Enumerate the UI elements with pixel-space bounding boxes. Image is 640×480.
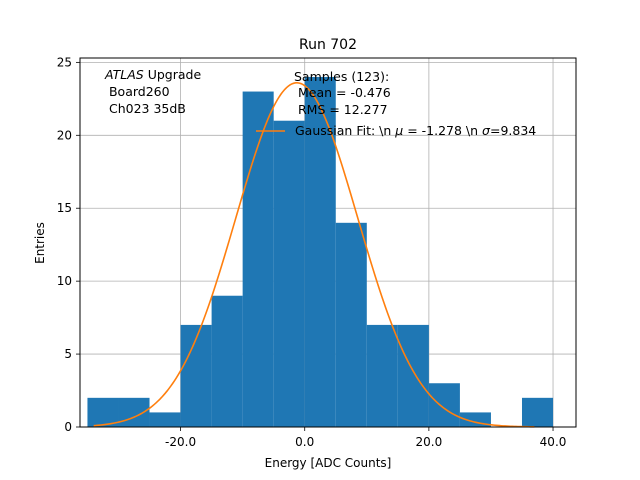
histogram-bar [521,397,554,427]
axis-ticks: -20.0 0.0 20.0 40.0 0 5 10 15 20 25 [57,55,567,449]
legend-fit-label: Gaussian Fit: \n μ = -1.278 \n σ=9.834 [295,123,536,138]
y-tick-label: 25 [57,55,72,69]
channel-label: Ch023 35dB [105,101,186,116]
x-tick-label: 20.0 [416,435,443,449]
chart-title: Run 702 [299,37,357,53]
y-axis-label: Entries [33,222,47,264]
histogram-bar [304,76,336,427]
histogram-bar [211,295,243,427]
rms-label: RMS = 12.277 [294,102,388,117]
stats-legend: Samples (123): Mean = -0.476 RMS = 12.27… [256,69,536,138]
x-tick-label: -20.0 [165,435,196,449]
y-tick-label: 20 [57,128,72,142]
upgrade-label: Upgrade [144,67,202,82]
gaussian-fit-line [93,82,535,428]
legend-mu-symbol: μ [394,123,403,138]
gaussian-fit [93,82,535,428]
x-tick-label: 40.0 [540,435,567,449]
experiment-annotation: ATLAS Upgrade Board260 Ch023 35dB [104,67,201,116]
plot-frame [79,57,577,428]
histogram-bar [397,324,429,427]
y-tick-label: 0 [64,420,72,434]
y-tick-label: 10 [57,274,72,288]
y-tick-label: 5 [64,347,72,361]
board-label: Board260 [105,84,170,99]
legend-fit-prefix: Gaussian Fit: \n [295,123,395,138]
histogram-bars [87,76,554,427]
mean-label: Mean = -0.476 [294,85,391,100]
atlas-label: ATLAS [104,67,144,82]
legend-fit-suffix: =9.834 [490,123,536,138]
histogram-bar [118,397,150,427]
legend-fit-middle: = -1.278 \n [403,123,482,138]
histogram-bar [242,91,274,427]
histogram-bar [366,324,398,427]
histogram-bar [149,412,181,427]
histogram-bar [87,397,119,427]
y-tick-label: 15 [57,201,72,215]
histogram-bar [273,120,305,427]
histogram-bar [180,324,212,427]
histogram-bar [428,383,460,427]
samples-count-label: Samples (123): [294,69,389,84]
histogram-bar [335,222,367,427]
x-axis-label: Energy [ADC Counts] [265,456,392,470]
experiment-label: ATLAS Upgrade [104,67,201,82]
legend-sigma-symbol: σ [482,123,491,138]
x-tick-label: 0.0 [295,435,314,449]
